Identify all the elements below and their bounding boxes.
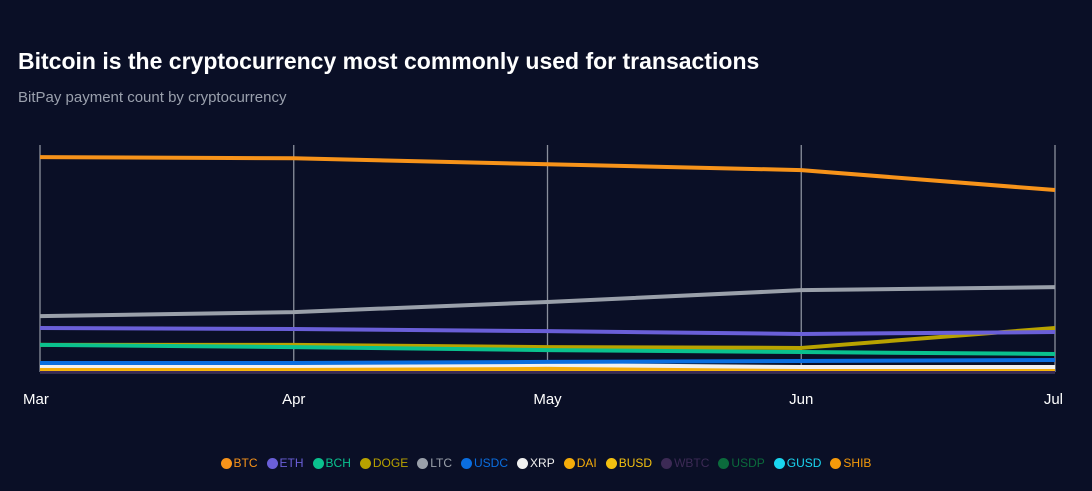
legend-marker <box>718 457 730 469</box>
series-line-bch[interactable] <box>39 342 1056 356</box>
legend-marker <box>266 457 278 469</box>
legend-item-gusd[interactable]: GUSD <box>773 456 822 470</box>
legend-item-bch[interactable]: BCH <box>312 456 351 470</box>
legend-marker <box>359 457 371 469</box>
legend-marker <box>517 457 529 469</box>
legend-marker <box>773 457 785 469</box>
x-tick-label: Apr <box>282 391 305 408</box>
chart-title: Bitcoin is the cryptocurrency most commo… <box>18 48 760 74</box>
legend: BTC ETH BCH DOGE LTC USDC XRP DAI BUSD WBTC USDP GU… <box>0 456 1092 470</box>
legend-item-eth[interactable]: ETH <box>266 456 304 470</box>
legend-marker <box>563 457 575 469</box>
legend-item-dai[interactable]: DAI <box>563 456 597 470</box>
x-tick-label: Jun <box>789 391 813 408</box>
legend-marker <box>461 457 473 469</box>
legend-marker <box>312 457 324 469</box>
legend-marker <box>605 457 617 469</box>
x-tick-label: May <box>533 391 562 408</box>
legend-item-btc[interactable]: BTC <box>220 456 258 470</box>
legend-label: USDP <box>731 456 765 470</box>
line-chart: Mar Apr May Jun Jul <box>23 145 1063 408</box>
legend-item-wbtc[interactable]: WBTC <box>661 456 709 470</box>
legend-marker <box>830 457 842 469</box>
legend-item-doge[interactable]: DOGE <box>359 456 409 470</box>
legend-item-usdc[interactable]: USDC <box>461 456 508 470</box>
legend-item-xrp[interactable]: XRP <box>517 456 555 470</box>
legend-label: DOGE <box>372 456 409 470</box>
legend-label: BCH <box>325 456 351 470</box>
legend-label: BUSD <box>618 456 653 470</box>
series-line-btc[interactable] <box>39 155 1056 193</box>
series-line-xrp[interactable] <box>40 362 1055 370</box>
legend-label: ETH <box>279 456 304 470</box>
x-tick-label: Jul <box>1044 391 1063 408</box>
series-line-usdc[interactable] <box>40 357 1056 365</box>
legend-label: LTC <box>430 456 453 470</box>
legend-label: SHIB <box>843 456 872 470</box>
legend-marker <box>220 457 232 469</box>
legend-label: XRP <box>530 456 555 470</box>
legend-item-shib[interactable]: SHIB <box>830 456 871 470</box>
legend-item-ltc[interactable]: LTC <box>417 456 452 470</box>
chart-subtitle: BitPay payment count by cryptocurrency <box>18 89 287 106</box>
legend-item-usdp[interactable]: USDP <box>718 456 765 470</box>
legend-label: BTC <box>233 456 258 470</box>
legend-marker <box>417 457 429 469</box>
series-line-ltc[interactable] <box>39 285 1056 319</box>
legend-marker <box>661 457 673 469</box>
legend-item-busd[interactable]: BUSD <box>605 456 653 470</box>
legend-label: WBTC <box>674 456 710 470</box>
legend-label: USDC <box>474 456 509 470</box>
series-line-eth[interactable] <box>39 325 1056 336</box>
legend-label: DAI <box>576 456 597 470</box>
legend-label: GUSD <box>786 456 822 470</box>
x-tick-label: Mar <box>23 391 49 408</box>
